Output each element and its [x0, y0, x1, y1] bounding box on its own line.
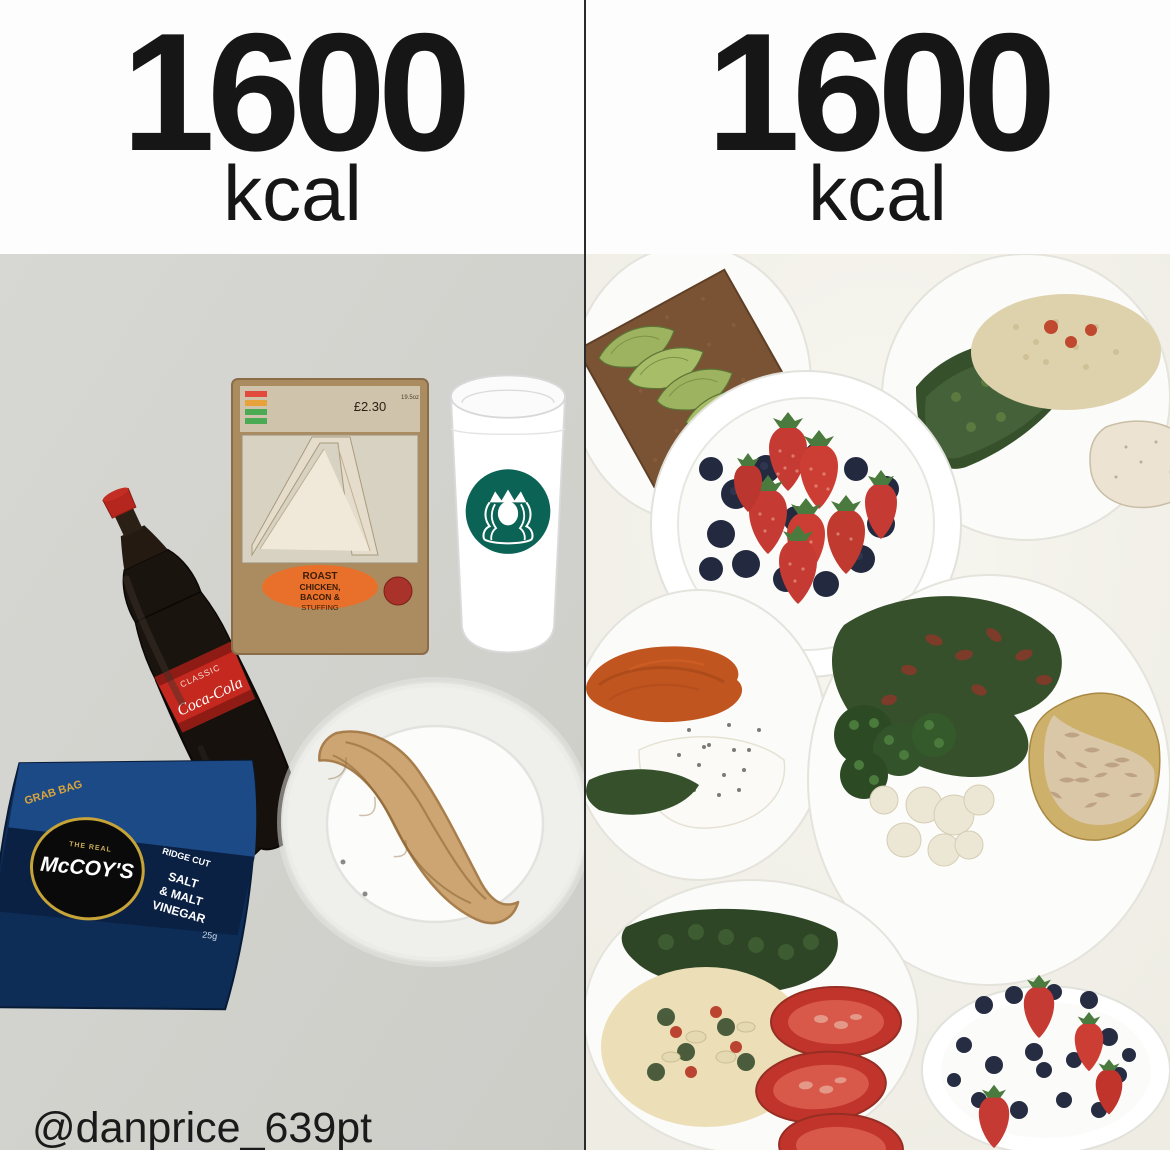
svg-text:£2.30: £2.30 [354, 399, 387, 414]
svg-text:CHICKEN,: CHICKEN, [299, 582, 340, 592]
svg-text:ROAST: ROAST [303, 571, 338, 582]
svg-text:STUFFING: STUFFING [301, 603, 339, 612]
svg-text:BACON &: BACON & [300, 592, 340, 602]
svg-text:25g: 25g [202, 929, 218, 941]
svg-text:19.5oz: 19.5oz [401, 395, 419, 401]
svg-text:@danprice_639pt: @danprice_639pt [32, 1104, 372, 1150]
